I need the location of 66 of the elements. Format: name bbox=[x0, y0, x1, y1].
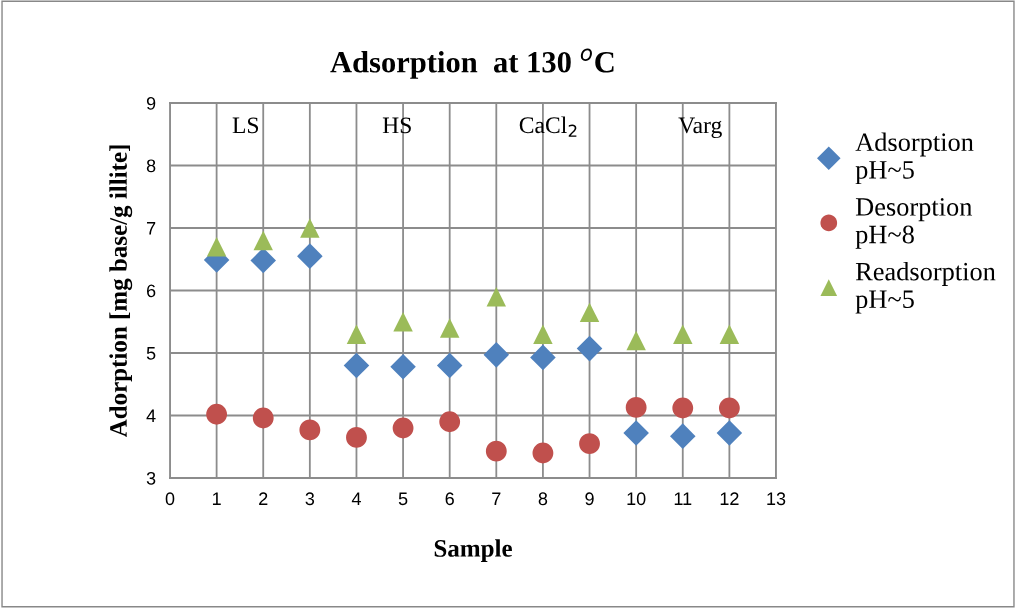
point bbox=[672, 397, 694, 419]
point bbox=[530, 344, 556, 371]
x-tick-label: 11 bbox=[674, 492, 692, 505]
point bbox=[436, 352, 463, 379]
x-tick-label: 1 bbox=[212, 492, 221, 505]
point bbox=[297, 243, 323, 269]
point bbox=[719, 324, 740, 344]
point bbox=[486, 287, 507, 307]
point bbox=[346, 426, 367, 448]
annotation: CaCl$_{2}$ bbox=[519, 116, 577, 137]
x-tick-label: 0 bbox=[165, 492, 175, 506]
x-tick-label: 10 bbox=[627, 492, 646, 506]
point bbox=[206, 403, 228, 425]
legend-label: Readsorption pH~5 bbox=[855, 261, 996, 314]
point bbox=[346, 324, 367, 344]
point bbox=[300, 218, 320, 238]
point bbox=[533, 324, 553, 344]
y-tick-label: 6 bbox=[146, 284, 156, 298]
point bbox=[623, 420, 649, 446]
annotation: Varg bbox=[678, 117, 722, 139]
point bbox=[716, 420, 743, 446]
point bbox=[579, 433, 600, 455]
y-tick-label: 8 bbox=[146, 159, 156, 173]
x-tick-label: 3 bbox=[305, 492, 315, 506]
point bbox=[625, 396, 647, 418]
x-tick-label: 2 bbox=[259, 492, 268, 505]
x-tick-label: 4 bbox=[351, 492, 361, 505]
y-tick-label: 5 bbox=[146, 347, 156, 360]
point bbox=[253, 230, 273, 251]
point bbox=[670, 423, 696, 449]
point bbox=[390, 353, 416, 380]
point bbox=[439, 411, 461, 433]
point bbox=[579, 302, 600, 323]
y-tick-label: 7 bbox=[147, 222, 156, 235]
point bbox=[299, 419, 321, 441]
x-axis-title: Sample bbox=[434, 539, 512, 562]
x-tick-label: 13 bbox=[767, 492, 786, 506]
legend-label: Adsorption pH~5 bbox=[855, 132, 974, 185]
point bbox=[626, 330, 646, 351]
y-tick-label: 4 bbox=[146, 409, 156, 423]
annotation: HS bbox=[382, 117, 411, 134]
chart-title: Adsorption at 130 $^{o}$C bbox=[330, 48, 614, 79]
x-tick-label: 9 bbox=[585, 492, 594, 506]
x-tick-label: 12 bbox=[720, 492, 739, 505]
point bbox=[252, 407, 274, 429]
x-tick-label: 7 bbox=[492, 492, 501, 505]
point bbox=[343, 352, 370, 379]
point bbox=[576, 335, 603, 362]
point bbox=[439, 318, 460, 338]
point bbox=[250, 247, 276, 274]
legend-label: Desorption pH~8 bbox=[855, 198, 973, 249]
point bbox=[718, 397, 740, 419]
point bbox=[206, 237, 227, 257]
point bbox=[532, 442, 554, 464]
x-tick-label: 8 bbox=[538, 492, 548, 506]
point bbox=[485, 440, 507, 462]
point bbox=[673, 324, 693, 344]
x-tick-label: 5 bbox=[398, 492, 408, 506]
y-tick-label: 3 bbox=[146, 471, 156, 485]
point bbox=[483, 342, 510, 368]
point bbox=[392, 417, 414, 439]
y-tick-label: 9 bbox=[146, 96, 156, 110]
x-tick-label: 6 bbox=[445, 492, 454, 506]
annotation: LS bbox=[232, 117, 259, 134]
y-axis-title: Adorption [mg base/g illite] bbox=[109, 145, 133, 438]
point bbox=[393, 312, 413, 332]
